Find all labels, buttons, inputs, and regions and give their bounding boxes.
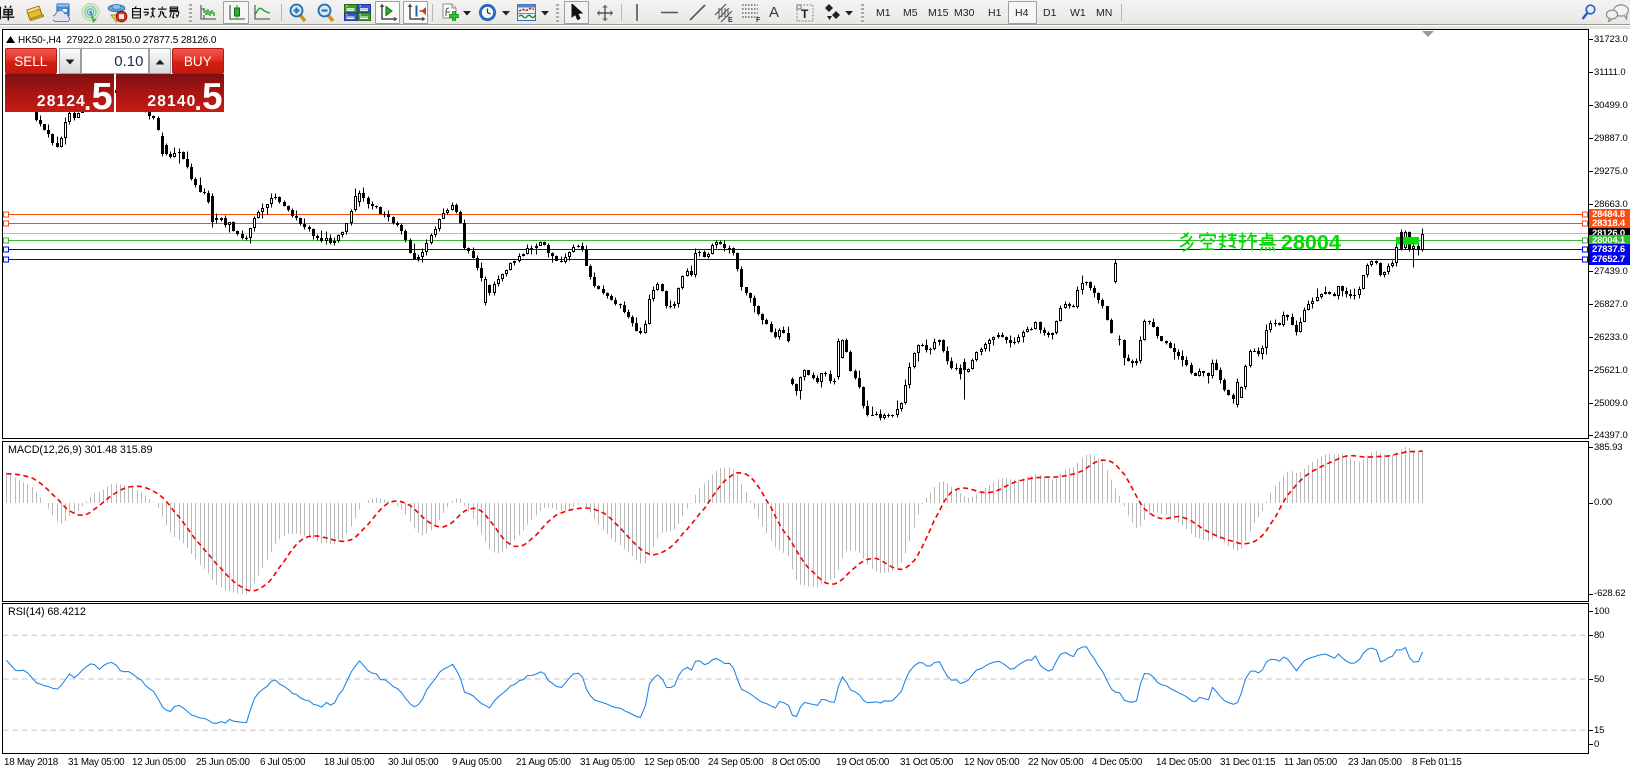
svg-text:T: T <box>801 7 809 21</box>
svg-text:F: F <box>756 17 761 23</box>
svg-text:28004: 28004 <box>1281 231 1341 255</box>
svg-text:E: E <box>728 17 733 23</box>
